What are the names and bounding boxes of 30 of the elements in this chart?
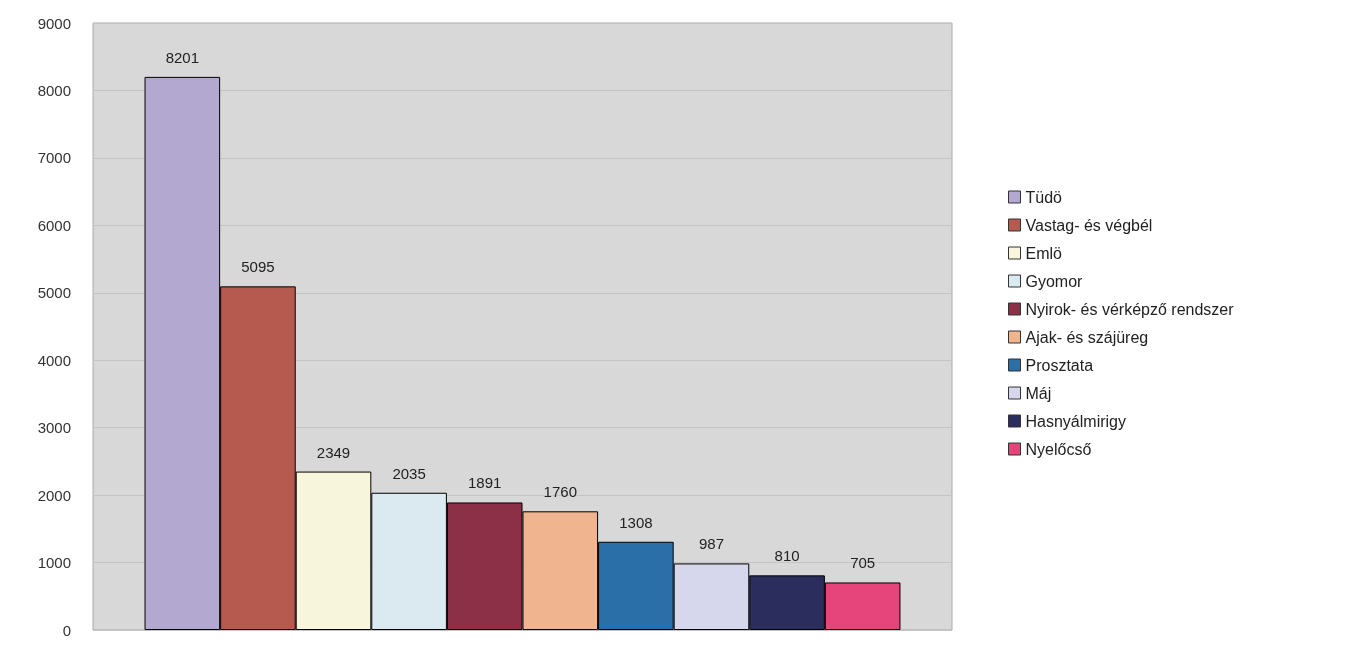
- legend-label: Nyirok- és vérképző rendszer: [1025, 300, 1235, 318]
- legend-label: Máj: [1025, 384, 1052, 402]
- data-label: 987: [698, 535, 724, 553]
- legend-label: Gyomor: [1025, 272, 1084, 290]
- legend-label: Vastag- és végbél: [1025, 216, 1153, 234]
- y-tick-label: 4000: [37, 351, 71, 369]
- y-tick-label: 1000: [37, 554, 71, 572]
- legend-label: Nyelőcső: [1025, 440, 1092, 458]
- legend-label: Emlö: [1025, 244, 1063, 262]
- y-tick-label: 7000: [37, 149, 71, 167]
- data-label: 1308: [619, 513, 653, 531]
- legend-label: Prosztata: [1025, 356, 1094, 374]
- y-tick-label: 9000: [37, 14, 71, 32]
- data-label: 5095: [241, 258, 275, 276]
- y-tick-label: 3000: [37, 419, 71, 437]
- y-tick-label: 8000: [37, 81, 71, 99]
- legend-label: Tüdö: [1025, 188, 1063, 206]
- y-tick-label: 2000: [37, 486, 71, 504]
- data-label: 810: [774, 547, 800, 565]
- y-tick-label: 0: [62, 621, 71, 639]
- y-tick-label: 6000: [37, 216, 71, 234]
- legend-label: Hasnyálmirigy: [1025, 412, 1126, 430]
- data-label: 1891: [468, 474, 502, 492]
- data-label: 2349: [316, 443, 351, 461]
- legend-label: Ajak- és szájüreg: [1025, 328, 1149, 346]
- data-label: 8201: [165, 48, 200, 66]
- data-label: 1760: [543, 483, 577, 501]
- data-label: 2035: [392, 464, 426, 482]
- y-tick-label: 5000: [37, 284, 71, 302]
- data-label: 705: [850, 554, 876, 572]
